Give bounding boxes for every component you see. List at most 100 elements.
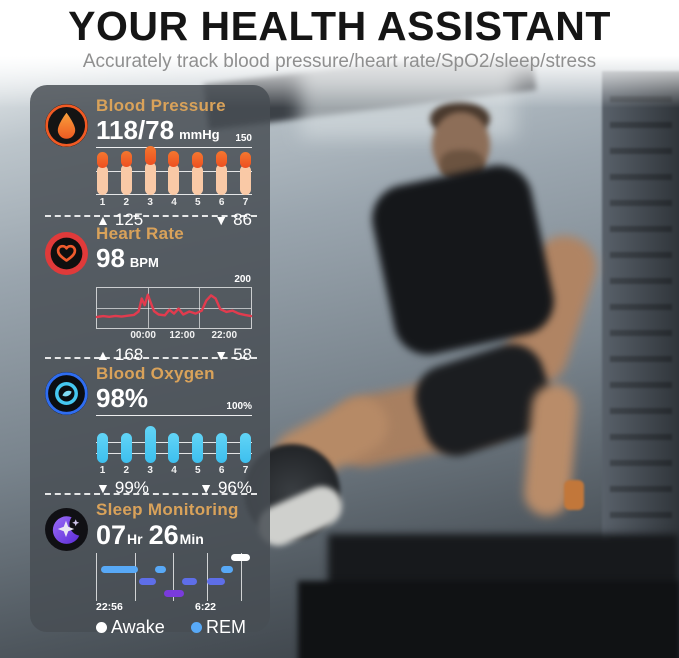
spo2-bar: [120, 433, 132, 464]
card-separator: [45, 493, 257, 495]
bp-bar-diastolic: [120, 164, 132, 196]
card-title: Blood Pressure: [96, 96, 226, 115]
header: YOUR HEALTH ASSISTANT Accurately track b…: [0, 0, 679, 72]
hr-tick: 00:00: [130, 330, 156, 342]
sleep-monitoring-card: Sleep Monitoring 07 Hr 26 Min 22:56 6:22…: [30, 497, 270, 637]
spo2-chart: [96, 419, 252, 464]
hr-time-labels: 00:00 12:00 22:00: [96, 330, 252, 343]
sleep-chart: [96, 553, 252, 602]
spo2-bar: [144, 426, 156, 464]
spo2-x-labels: 1 2 3 4 5 6 7: [96, 465, 252, 476]
gym-photo-background: [0, 56, 679, 658]
bp-bar: [239, 152, 251, 196]
health-stats-panel: Blood Pressure 118/78 mmHg 150 1 2 3 4 5 6 7 ▲…: [30, 85, 270, 637]
bp-x-tick: 7: [242, 197, 249, 209]
heart-rate-card: Heart Rate 98 BPM 200 00:00 12:00: [30, 221, 270, 364]
sleep-segment-rem: [101, 566, 138, 574]
spo2-right-stat: ▼ 96%: [199, 478, 252, 498]
bp-x-tick: 4: [171, 197, 177, 209]
bp-bar-systolic: [192, 152, 204, 169]
bp-bar-systolic: [216, 151, 228, 168]
page-subtitle: Accurately track blood pressure/heart ra…: [82, 51, 597, 72]
sleep-gridline: [241, 553, 242, 602]
spo2-bars: [97, 409, 251, 464]
bp-x-tick: 1: [99, 197, 106, 209]
hr-tick: 22:00: [211, 330, 238, 342]
page-title: YOUR HEALTH ASSISTANT: [68, 3, 611, 49]
hr-line: [95, 293, 253, 319]
sleep-segment-rem: [155, 566, 166, 574]
hr-tick: 12:00: [169, 330, 195, 342]
bp-bar-diastolic: [144, 162, 156, 196]
sleep-gridline: [96, 553, 97, 602]
sleep-segment-light: [139, 578, 156, 586]
spo2-x-tick: 7: [242, 465, 249, 477]
legend-awake: Awake: [96, 617, 165, 638]
bp-x-tick: 2: [123, 197, 130, 209]
spo2-bar: [239, 433, 251, 464]
bp-value: 118/78: [96, 115, 175, 145]
bp-unit: mmHg: [179, 127, 220, 142]
sleep-gridline: [207, 553, 208, 602]
bp-bar-diastolic: [239, 165, 251, 196]
bp-bar-systolic: [97, 152, 108, 169]
hr-stats: ▲ 168 ▼ 58: [96, 345, 252, 365]
smartwatch-shape: [564, 480, 584, 510]
hr-min-value: 58: [233, 345, 252, 365]
bp-x-labels: 1 2 3 4 5 6 7: [96, 197, 252, 208]
hr-value-row: 98 BPM: [96, 244, 252, 272]
sleep-value-row: 07 Hr 26 Min: [96, 520, 252, 550]
sleep-end-time: 6:22: [195, 601, 217, 614]
card-title: Blood Oxygen: [96, 364, 215, 383]
hr-max-stat: ▲ 168: [96, 345, 143, 365]
spo2-x-tick: 6: [218, 465, 225, 477]
spo2-bar: [97, 433, 108, 464]
down-triangle-icon: ▼: [96, 480, 110, 497]
blood-pressure-card: Blood Pressure 118/78 mmHg 150 1 2 3 4 5 6 7 ▲…: [30, 93, 270, 229]
sleep-segment-deep: [164, 590, 184, 598]
sleep-hours: 07: [96, 520, 127, 550]
bp-bar: [168, 151, 180, 196]
spo2-right-value: 96%: [217, 478, 252, 498]
card-title: Sleep Monitoring: [96, 500, 239, 519]
bp-bar-diastolic: [192, 165, 204, 196]
bp-min-value: 86: [233, 210, 252, 230]
bp-max-value: 125: [114, 210, 144, 230]
sleep-time-labels: 22:56 6:22: [96, 601, 252, 614]
hr-axis-max: 200: [234, 274, 251, 286]
sleep-gridline: [173, 553, 174, 602]
card-title: Heart Rate: [96, 224, 185, 243]
bp-bar-systolic: [168, 151, 180, 168]
spo2-stats: ▼ 99% ▼ 96%: [96, 478, 252, 498]
bp-chart: [96, 146, 252, 196]
rem-dot-icon: [191, 622, 202, 634]
sleep-minutes-unit: Min: [179, 531, 204, 547]
bp-value-row: 118/78 mmHg 150: [96, 115, 252, 149]
legend-rem-label: REM: [206, 617, 246, 638]
spo2-x-tick: 3: [147, 465, 153, 477]
bp-bar: [120, 151, 132, 196]
bp-min-stat: ▼ 86: [214, 210, 252, 230]
bp-bar: [192, 152, 204, 196]
sleep-segment-rem: [221, 566, 233, 574]
sleep-legend: Awake REM: [96, 617, 252, 638]
hr-unit: BPM: [129, 255, 159, 270]
machine-base-shape: [298, 581, 679, 658]
heart-icon: [45, 232, 88, 275]
sleep-segment-light: [182, 578, 197, 586]
spo2-axis-max: 100%: [226, 401, 252, 413]
bp-bar-diastolic: [216, 164, 228, 196]
card-separator: [45, 215, 257, 217]
hr-polyline: [95, 293, 253, 319]
moon-star-icon: [45, 508, 88, 551]
bp-bar-systolic: [239, 152, 251, 169]
down-triangle-icon: ▼: [214, 347, 229, 364]
bp-bar: [97, 152, 108, 196]
hr-gridline: [97, 308, 251, 310]
bp-x-tick: 3: [147, 197, 153, 209]
bp-x-tick: 6: [218, 197, 225, 209]
hr-max-value: 168: [114, 345, 144, 365]
bp-bar-diastolic: [168, 164, 180, 196]
